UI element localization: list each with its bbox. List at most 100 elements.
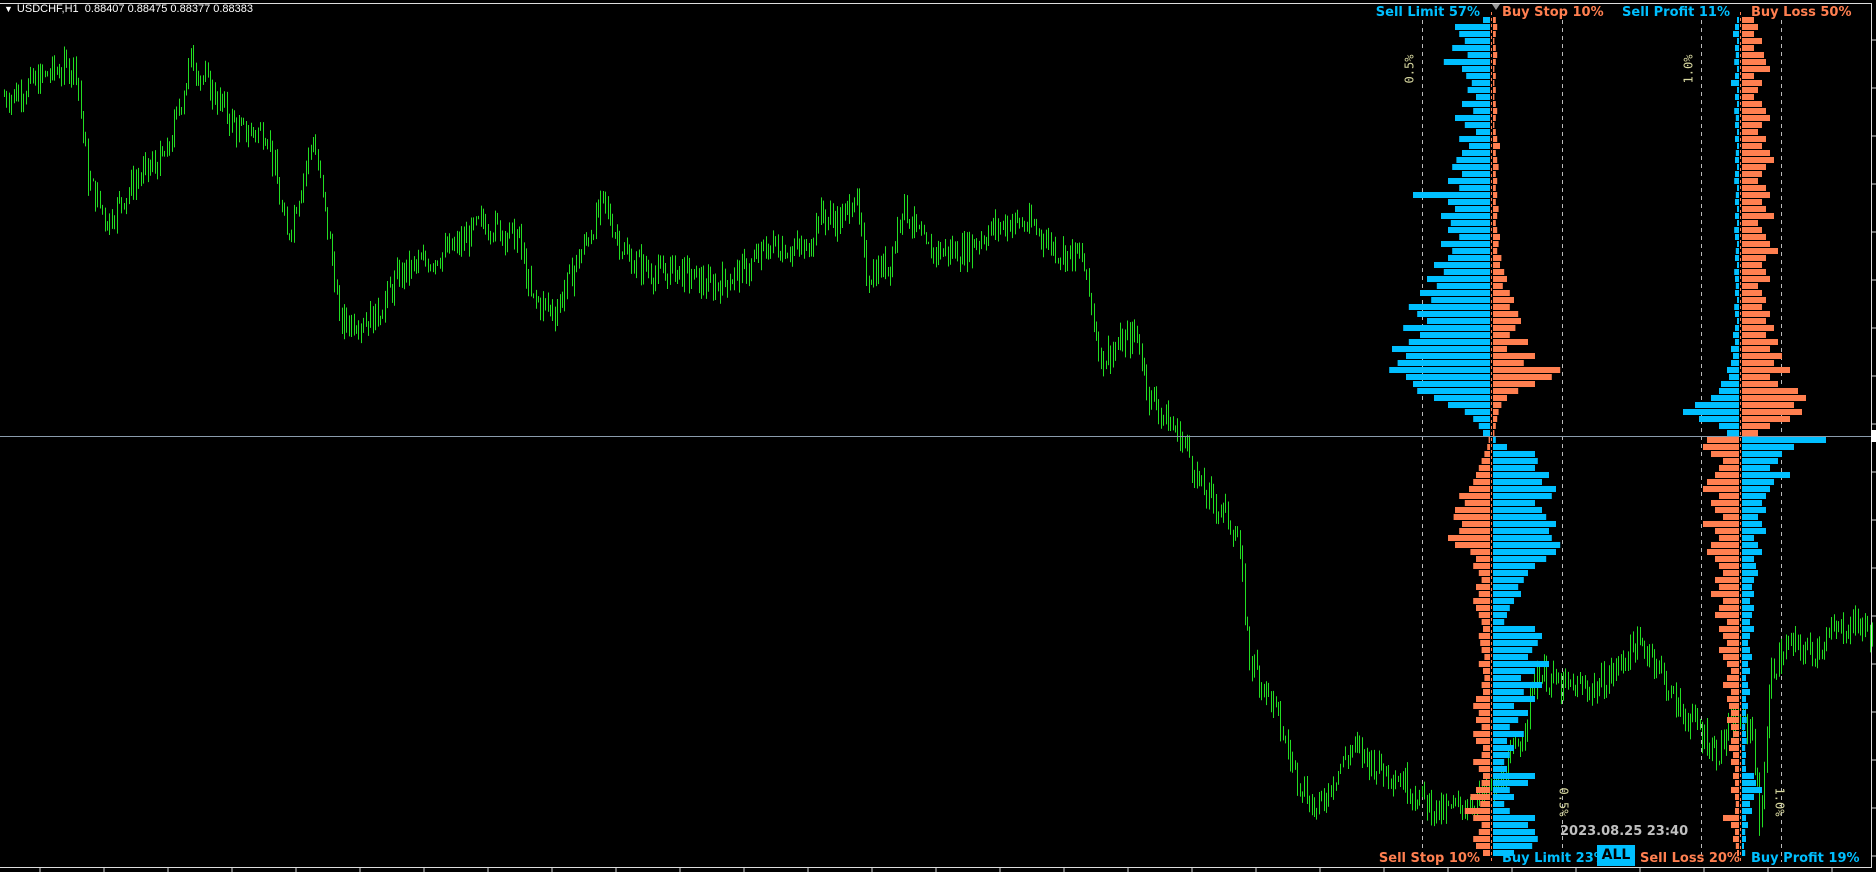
sell-profit-bar [1733,353,1739,359]
sell-limit-bar [1467,52,1490,58]
sell-profit-bar [1721,381,1739,387]
buy-profit-bar [1742,584,1752,590]
buy-stop-bar [1493,311,1519,317]
sell-limit-bar [1464,38,1490,44]
sell-limit-bar [1459,136,1490,142]
buy-stop-bar [1493,423,1496,429]
sell-limit-bar [1413,192,1490,198]
dropdown-triangle-icon[interactable]: ▼ [4,4,13,14]
buy-limit-bar [1493,829,1535,835]
buy-loss-bar [1742,290,1762,296]
sell-loss-bar [1719,605,1739,611]
sell-loss-bar [1737,850,1739,856]
sell-loss-bar [1735,843,1739,849]
sell-limit-bar [1448,199,1490,205]
sell-loss-bar [1733,752,1739,758]
buy-loss-bar [1742,101,1762,107]
sell-loss-bar [1723,514,1739,520]
buy-limit-bar [1493,612,1507,618]
sell-profit-bar [1737,220,1739,226]
sell-profit-bar [1735,52,1739,58]
sell-profit-bar [1734,59,1739,65]
buy-profit-bar [1742,752,1746,758]
buy-limit-bar [1493,822,1528,828]
sell-profit-bar [1735,192,1739,198]
sell-profit-bar [1735,122,1739,128]
chart-frame [0,3,1876,872]
buy-loss-bar [1742,178,1758,184]
sell-limit-bar [1464,122,1490,128]
buy-loss-bar [1742,416,1790,422]
buy-stop-bar [1493,143,1500,149]
buy-stop-bar [1493,122,1495,128]
sell-limit-bar [1389,367,1490,373]
sell-profit-bar [1735,325,1739,331]
buy-profit-bar [1742,780,1756,786]
buy-stop-bar [1493,304,1510,310]
sell-profit-bar [1735,255,1739,261]
all-button[interactable]: ALL [1597,845,1635,866]
buy-loss-bar [1742,381,1778,387]
buy-limit-bar [1493,661,1549,667]
sell-stop-bar [1473,563,1490,569]
buy-profit-bar [1742,724,1746,730]
sell-profit-bar [1737,164,1739,170]
sell-stop-bar [1455,507,1490,513]
buy-limit-bar [1493,465,1535,471]
sell-loss-bar [1731,710,1739,716]
buy-stop-bar [1493,255,1502,261]
buy-profit-bar [1742,542,1758,548]
buy-limit-bar [1493,745,1514,751]
sell-limit-bar [1434,262,1490,268]
sell-stop-bar [1476,472,1490,478]
buy-stop-bar [1493,416,1498,422]
buy-stop-bar [1493,318,1521,324]
buy-loss-bar [1742,402,1794,408]
buy-limit-bar [1493,801,1505,807]
sell-stop-bar [1481,577,1490,583]
buy-loss-bar [1742,255,1766,261]
buy-stop-bar [1493,346,1507,352]
sell-profit-bar [1734,108,1739,114]
buy-profit-bar [1742,444,1794,450]
buy-profit-bar [1742,500,1762,506]
sell-limit-bar [1469,143,1490,149]
buy-limit-bar [1493,437,1496,443]
buy-profit-bar [1742,843,1744,849]
buy-profit-bar [1742,528,1766,534]
sell-profit-bar [1733,31,1739,37]
sell-loss-bar [1707,437,1739,443]
buy-loss-bar [1742,192,1770,198]
buy-stop-bar [1493,59,1496,65]
buy-stop-bar [1493,192,1498,198]
buy-limit-bar [1493,633,1542,639]
sell-stop-bar [1483,850,1490,856]
buy-limit-bar [1493,787,1510,793]
sell-limit-bar [1443,269,1490,275]
sell-limit-bar [1420,290,1490,296]
buy-loss-bar [1742,388,1798,394]
sell-loss-bar [1731,689,1739,695]
buy-loss-bar [1742,206,1766,212]
sell-stop-bar [1470,549,1490,555]
sell-limit-bar [1462,171,1490,177]
sell-limit-bar [1448,402,1490,408]
sell-loss-bar [1735,780,1739,786]
buy-profit-bar [1742,521,1762,527]
sell-profit-bar [1735,213,1739,219]
sell-limit-bar [1455,24,1490,30]
buy-profit-bar [1742,479,1774,485]
sell-profit-bar [1735,248,1739,254]
chart-header: ▼ USDCHF,H1 0.88407 0.88475 0.88377 0.883… [4,3,253,15]
buy-stop-label: Buy Stop 10% [1502,5,1604,20]
buy-loss-bar [1742,66,1770,72]
sell-limit-bar [1408,304,1490,310]
sell-stop-bar [1473,759,1490,765]
buy-loss-bar [1742,31,1754,37]
buy-stop-bar [1493,150,1496,156]
buy-loss-bar [1742,409,1802,415]
buy-limit-bar [1493,675,1521,681]
sell-limit-bar [1448,178,1490,184]
buy-stop-bar [1493,430,1495,436]
